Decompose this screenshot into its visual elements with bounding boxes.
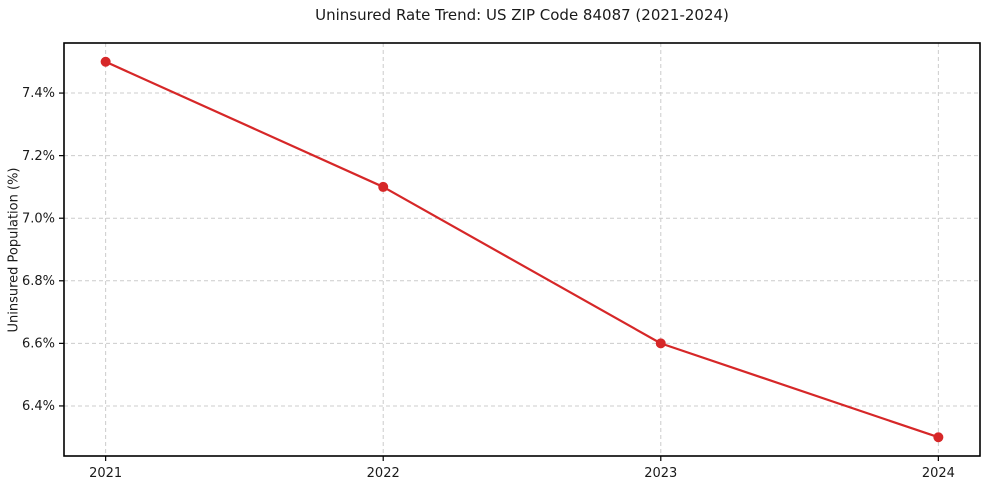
trend-line (104, 60, 940, 439)
x-tick-label: 2024 (922, 466, 955, 481)
data-point-2024 (933, 432, 944, 443)
y-tick-label: 6.4% (22, 399, 55, 414)
data-point-2022 (378, 181, 389, 192)
y-tick-label: 7.4% (22, 86, 55, 101)
y-tick-label: 6.8% (22, 274, 55, 289)
data-point-2021 (100, 56, 111, 67)
chart-title: Uninsured Rate Trend: US ZIP Code 84087 … (315, 6, 729, 24)
x-tick-label: 2022 (367, 466, 400, 481)
y-tick-label: 6.6% (22, 337, 55, 352)
x-tick-label: 2021 (89, 466, 122, 481)
plot-border (63, 42, 981, 457)
x-tick-label: 2023 (644, 466, 677, 481)
y-tick-label: 7.2% (22, 149, 55, 164)
data-point-2023 (655, 338, 666, 349)
y-tick-label: 7.0% (22, 211, 55, 226)
